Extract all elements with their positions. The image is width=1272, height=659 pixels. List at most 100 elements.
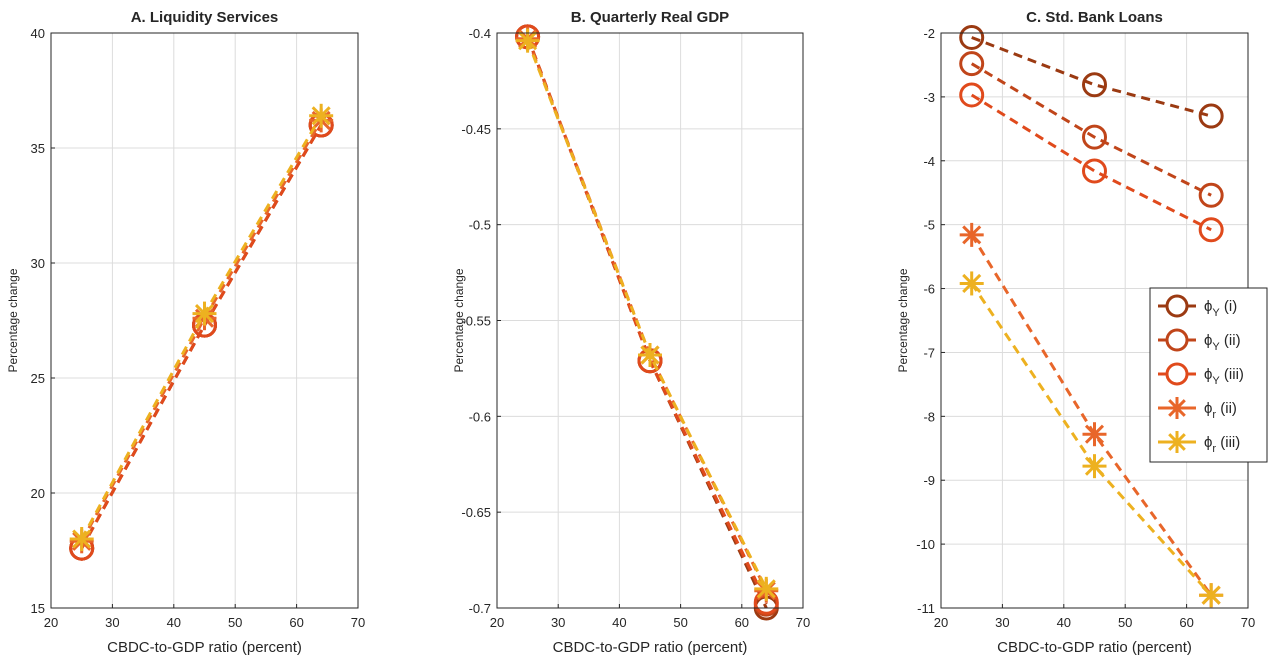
series-line	[970, 93, 1212, 232]
y-axis-label: Percentage change	[6, 268, 20, 372]
series-line	[970, 234, 1213, 597]
chart-panel-3: 20 30 40 50 60 70 -11 -10 -9 -8 -7 -6 -5 -4 -3 -2 C. Std…	[896, 9, 1268, 656]
x-tick-label: 60	[289, 615, 303, 630]
series-2	[959, 51, 1224, 208]
data-point	[1199, 583, 1224, 608]
y-tick-label: 30	[31, 256, 45, 271]
legend-item: ϕr (ii)	[1158, 397, 1237, 421]
x-tick-label: 50	[1118, 615, 1132, 630]
data-point	[192, 301, 217, 326]
x-tick-label: 70	[796, 615, 810, 630]
y-tick-label: 40	[31, 26, 45, 41]
x-tick-label: 20	[44, 615, 58, 630]
star-stroke	[962, 273, 982, 293]
series-5	[959, 271, 1224, 608]
chart-title: B. Quarterly Real GDP	[571, 9, 729, 26]
star-stroke	[756, 579, 776, 599]
legend-item: ϕY (iii)	[1158, 362, 1244, 387]
data-point	[69, 527, 94, 551]
star-stroke	[1168, 433, 1186, 451]
series-line	[971, 36, 1212, 118]
plot-frame	[496, 32, 804, 609]
data-point	[1082, 72, 1107, 98]
y-axis-label: Percentage change	[452, 268, 466, 372]
y-tick-label: -3	[923, 90, 935, 105]
series-5	[69, 103, 334, 551]
x-axis-label: CBDC-to-GDP ratio (percent)	[997, 639, 1192, 656]
x-tick-label: 40	[1057, 615, 1071, 630]
x-tick-label: 30	[105, 615, 119, 630]
star-stroke	[72, 529, 92, 549]
plot-frame	[50, 32, 359, 609]
data-point	[1082, 158, 1107, 184]
star-stroke	[194, 304, 215, 324]
legend-item: ϕY (i)	[1158, 294, 1237, 319]
y-tick-label: -8	[923, 409, 935, 424]
data-point	[1082, 422, 1107, 447]
legend-label: ϕY (ii)	[1204, 332, 1241, 353]
y-axis-label: Percentage change	[896, 268, 910, 372]
series-1	[959, 24, 1224, 129]
y-tick-label: -0.7	[469, 601, 491, 616]
series-3	[959, 82, 1224, 243]
x-tick-label: 30	[995, 615, 1009, 630]
legend-label: ϕr (ii)	[1204, 400, 1237, 421]
series-line	[80, 119, 323, 543]
star-stroke	[1084, 456, 1105, 476]
data-point	[959, 82, 985, 108]
y-tick-label: -7	[923, 345, 935, 360]
x-axis-label: CBDC-to-GDP ratio (percent)	[553, 639, 748, 656]
x-tick-label: 40	[167, 615, 181, 630]
star-stroke	[640, 345, 660, 365]
legend-item: ϕr (iii)	[1158, 431, 1240, 455]
chart-title: A. Liquidity Services	[131, 9, 279, 26]
y-tick-label: 15	[31, 601, 45, 616]
legend-marker	[1165, 362, 1189, 386]
x-tick-label: 20	[934, 615, 948, 630]
y-tick-label: -0.65	[461, 505, 491, 520]
data-point	[959, 271, 984, 296]
x-tick-label: 70	[351, 615, 365, 630]
legend-label: ϕY (i)	[1204, 298, 1237, 319]
data-point	[1082, 124, 1107, 150]
x-tick-label: 30	[551, 615, 565, 630]
data-point	[309, 103, 334, 128]
x-tick-label: 50	[228, 615, 242, 630]
data-point	[515, 28, 540, 53]
y-tick-label: 25	[31, 371, 45, 386]
series-5	[515, 28, 779, 601]
y-tick-label: -2	[923, 26, 935, 41]
star-stroke	[1084, 424, 1105, 444]
star-stroke	[518, 31, 538, 51]
data-point	[1198, 182, 1224, 208]
data-point	[959, 24, 985, 50]
legend-label: ϕY (iii)	[1204, 366, 1244, 387]
data-point	[638, 343, 662, 367]
data-point	[959, 222, 984, 247]
series-line	[80, 124, 323, 549]
legend-marker	[1166, 431, 1188, 453]
y-tick-label: -6	[923, 282, 935, 297]
y-tick-label: -11	[917, 601, 935, 616]
y-tick-label: -9	[923, 473, 935, 488]
series-line	[970, 282, 1213, 597]
y-tick-label: -0.4	[469, 26, 491, 41]
legend: ϕY (i) ϕY (ii) ϕY (iii) ϕr (ii) ϕr (iii)	[1149, 287, 1268, 463]
legend-marker	[1166, 397, 1188, 419]
star-stroke	[311, 106, 331, 126]
star-stroke	[1168, 399, 1186, 417]
legend-marker	[1165, 294, 1189, 318]
y-tick-label: -0.45	[461, 122, 491, 137]
star-stroke	[1201, 585, 1221, 605]
x-tick-label: 60	[1179, 615, 1193, 630]
data-point	[1198, 217, 1224, 243]
data-point	[1082, 454, 1107, 479]
legend-marker	[1165, 328, 1189, 352]
y-tick-label: 20	[31, 486, 45, 501]
x-axis-label: CBDC-to-GDP ratio (percent)	[107, 639, 302, 656]
legend-label: ϕr (iii)	[1204, 434, 1240, 455]
x-tick-label: 60	[735, 615, 749, 630]
legend-item: ϕY (ii)	[1158, 328, 1241, 353]
x-tick-label: 70	[1241, 615, 1255, 630]
series-line	[970, 62, 1212, 197]
